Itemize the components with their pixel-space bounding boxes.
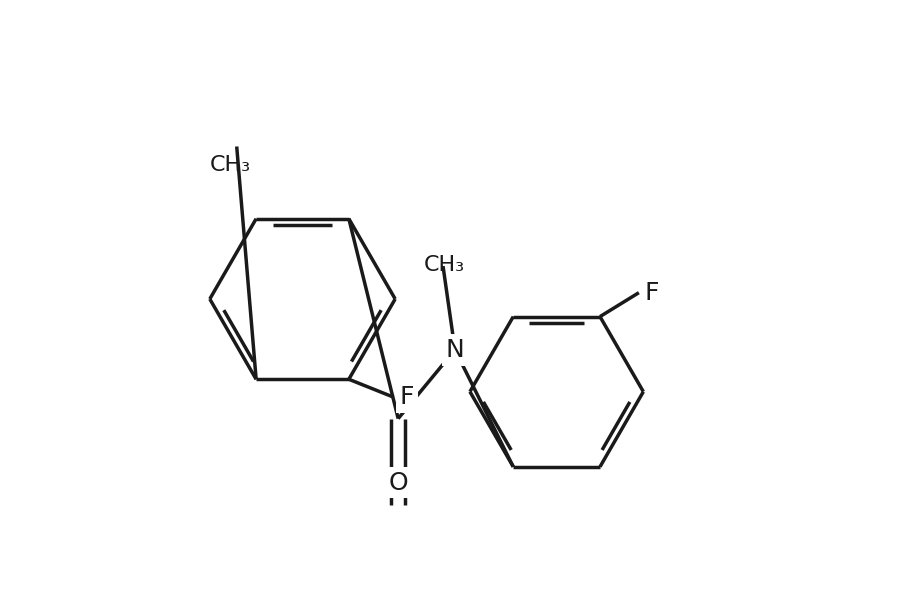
Text: F: F xyxy=(645,280,659,304)
Text: CH₃: CH₃ xyxy=(424,255,465,275)
Text: N: N xyxy=(445,338,464,362)
Text: O: O xyxy=(388,471,408,495)
Text: F: F xyxy=(400,385,414,409)
Text: CH₃: CH₃ xyxy=(210,155,251,175)
